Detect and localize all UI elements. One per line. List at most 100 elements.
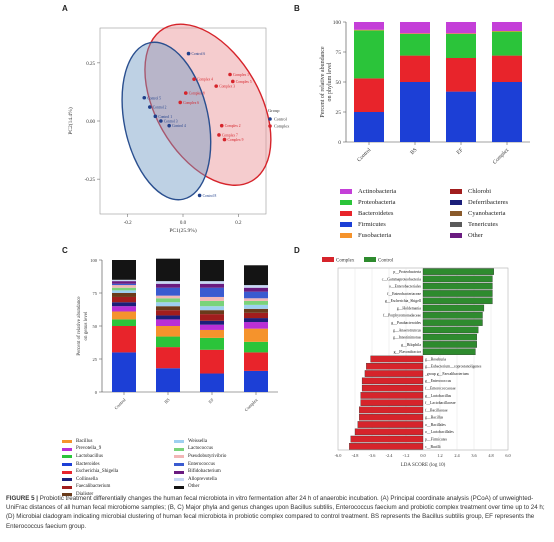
- stacked-bar-segment: [112, 293, 136, 297]
- stacked-bar-segment: [112, 302, 136, 307]
- taxon-label: g__Eubacterium__coprostanoligenes: [425, 365, 482, 369]
- stacked-bar-segment: [156, 319, 180, 326]
- stacked-bar-segment: [112, 279, 136, 282]
- legend-label: Chlorobi: [468, 187, 492, 195]
- stacked-bar-segment: [112, 281, 136, 284]
- taxon-label: g__Flavonifractor: [394, 350, 422, 354]
- y-tick-label: 25: [336, 110, 342, 116]
- legend-label: Firmicutes: [358, 220, 386, 228]
- taxon-label: g__Escherichia_Shigell: [385, 299, 421, 303]
- lda-bar: [422, 282, 493, 290]
- data-point-label: Complex 3: [219, 85, 235, 89]
- taxon-label: o__Enterobacteriales: [389, 285, 422, 289]
- taxon-label: p__Firmicutes: [425, 437, 447, 441]
- legend-label: Dialister: [76, 491, 94, 497]
- stacked-bar-segment: [200, 324, 224, 330]
- stacked-bar-segment: [200, 337, 224, 350]
- data-point-label: Control 4: [172, 124, 186, 128]
- data-point: [153, 114, 158, 119]
- legend-label: Faecalibacterium: [76, 484, 111, 490]
- stacked-bar-segment: [400, 22, 430, 34]
- legend-item: Firmicutes: [340, 219, 440, 230]
- stacked-bar-segment: [244, 265, 268, 286]
- data-point: [159, 119, 163, 123]
- lda-bar: [360, 392, 424, 399]
- stacked-bar-segment: [446, 34, 476, 58]
- legend-item: Weissella: [174, 438, 284, 446]
- lda-bar: [422, 275, 493, 283]
- data-point-label: Control 5: [147, 96, 161, 100]
- stacked-bar-segment: [156, 295, 180, 299]
- data-point-label: Control 6: [192, 52, 206, 56]
- lda-bar: [422, 341, 477, 348]
- legend-swatch: [62, 455, 72, 459]
- category-label: BS: [163, 397, 171, 405]
- legend-label: Bacillus: [76, 438, 93, 444]
- stacked-bar-segment: [200, 287, 224, 297]
- stacked-bar-segment: [156, 336, 180, 348]
- legend-swatch: [62, 470, 72, 474]
- legend-swatch: [450, 222, 462, 227]
- stacked-bar-segment: [244, 341, 268, 353]
- legend-label: Complex: [336, 259, 355, 264]
- lda-bar: [366, 362, 424, 370]
- legend-item: Cyanobacteria: [450, 208, 550, 219]
- y-tick-label: 0.25: [86, 62, 95, 67]
- y-tick-label: 100: [90, 258, 98, 263]
- legend-label: Alloprevotella: [188, 476, 217, 482]
- legend-item: Lactobacillus: [62, 453, 172, 461]
- data-point-label: Complex 9: [228, 138, 244, 142]
- legend-item: Other: [174, 484, 284, 492]
- legend-label: Deferribacteres: [468, 198, 509, 206]
- stacked-bar-segment: [156, 368, 180, 392]
- data-point: [183, 91, 188, 95]
- stacked-bar-segment: [156, 302, 180, 307]
- lda-score-bar-chart: -6.0 -4.8 -3.6 -2.4 -1.2 0.0 1.2 2.4 3.6 4.8 6.0 LD…: [322, 257, 511, 468]
- legend-item: Collinsella: [62, 476, 172, 484]
- data-point: [167, 123, 171, 128]
- legend-label: Pseudobutyrivibrio: [188, 453, 227, 459]
- x-tick-label: 6.0: [505, 453, 510, 458]
- taxon-label: p__Proteobacteria: [393, 270, 421, 274]
- data-point-label: Complex 8: [189, 92, 205, 96]
- stacked-bar-segment: [244, 328, 268, 342]
- legend-label: Other: [188, 484, 200, 490]
- stacked-bar-segment: [244, 300, 268, 305]
- stacked-bar-segment: [244, 308, 268, 313]
- legend-swatch: [364, 257, 376, 262]
- y-tick-label: 50: [336, 80, 342, 86]
- stacked-bar-segment: [112, 311, 136, 320]
- legend-label: Tenericutes: [468, 220, 498, 228]
- legend-label: Control: [378, 259, 394, 264]
- stacked-bar-segment: [244, 291, 268, 299]
- stacked-bar-segment: [112, 290, 136, 293]
- y-tick-label: 75: [93, 291, 98, 296]
- stacked-bar-segment: [200, 296, 224, 301]
- y-axis-label: Percent of relative abundance: [319, 46, 326, 117]
- data-point-label: Control 3: [164, 120, 178, 124]
- stacked-bar-segment: [354, 78, 384, 112]
- legend-item: Deferribacteres: [450, 197, 550, 208]
- data-point: [228, 72, 232, 77]
- stacked-bar-segment: [156, 306, 180, 311]
- control-confidence-ellipse: [121, 41, 212, 201]
- category-label: BS: [409, 147, 418, 156]
- stacked-bar-segment: [492, 31, 522, 56]
- taxon-label: f__Enterococcaceae: [425, 387, 456, 391]
- taxon-label: f__Porphyromonadaceae: [383, 314, 421, 318]
- stacked-bar-segment: [354, 22, 384, 30]
- x-tick-label: 0.0: [420, 453, 425, 458]
- stacked-bar-segment: [200, 306, 224, 311]
- legend-marker: [268, 124, 272, 128]
- lda-bar: [422, 297, 493, 305]
- y-tick-label: 0: [338, 140, 341, 146]
- stacked-bar-segment: [492, 31, 522, 32]
- category-label: Complex: [492, 147, 511, 166]
- stacked-bar-segment: [112, 260, 136, 280]
- x-tick-label: -2.4: [386, 453, 394, 458]
- legend-item: Bacteroides: [62, 461, 172, 469]
- panel-label-b: B: [294, 4, 300, 13]
- stacked-bar-segment: [354, 112, 384, 142]
- stacked-bar-segment: [492, 22, 522, 31]
- taxon-label: g__Roseburia: [425, 357, 446, 361]
